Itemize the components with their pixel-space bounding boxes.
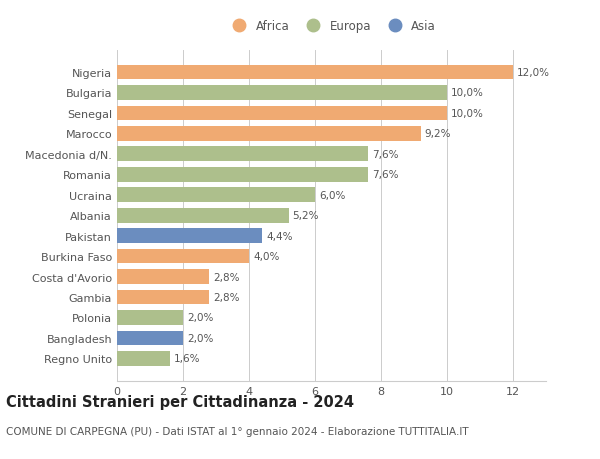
Bar (117, 351, 170, 366)
Bar (117, 208, 289, 223)
Text: 7,6%: 7,6% (372, 150, 398, 159)
Text: 12,0%: 12,0% (517, 68, 550, 78)
Bar (117, 310, 183, 325)
Text: 2,0%: 2,0% (187, 313, 214, 323)
Legend: Africa, Europa, Asia: Africa, Europa, Asia (224, 17, 439, 37)
Bar (117, 66, 513, 80)
Bar (117, 229, 262, 243)
Text: 1,6%: 1,6% (174, 353, 200, 364)
Bar (117, 269, 209, 284)
Text: 4,0%: 4,0% (253, 252, 280, 262)
Bar (117, 290, 209, 305)
Text: 2,8%: 2,8% (214, 272, 240, 282)
Text: COMUNE DI CARPEGNA (PU) - Dati ISTAT al 1° gennaio 2024 - Elaborazione TUTTITALI: COMUNE DI CARPEGNA (PU) - Dati ISTAT al … (6, 426, 469, 436)
Text: 6,0%: 6,0% (319, 190, 346, 200)
Text: 2,0%: 2,0% (187, 333, 214, 343)
Bar (117, 86, 447, 101)
Text: 10,0%: 10,0% (451, 109, 484, 119)
Bar (117, 331, 183, 346)
Text: 10,0%: 10,0% (451, 88, 484, 98)
Bar (117, 188, 315, 203)
Bar (117, 147, 368, 162)
Bar (117, 127, 421, 141)
Text: 9,2%: 9,2% (425, 129, 451, 139)
Bar (117, 106, 447, 121)
Text: 4,4%: 4,4% (266, 231, 293, 241)
Text: 7,6%: 7,6% (372, 170, 398, 180)
Text: 2,8%: 2,8% (214, 292, 240, 302)
Bar (117, 168, 368, 182)
Bar (117, 249, 249, 264)
Text: 5,2%: 5,2% (293, 211, 319, 221)
Text: Cittadini Stranieri per Cittadinanza - 2024: Cittadini Stranieri per Cittadinanza - 2… (6, 394, 354, 409)
